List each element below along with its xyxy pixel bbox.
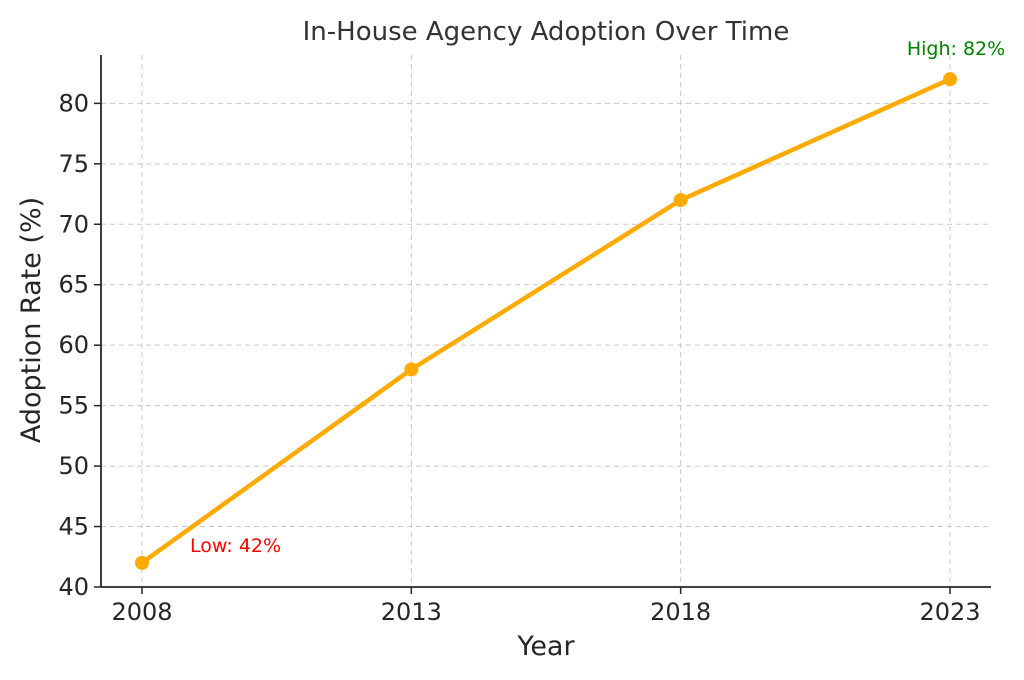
data-point — [673, 193, 688, 208]
annotation-label: Low: 42% — [190, 535, 281, 557]
series-line — [139, 76, 953, 566]
annotation-label: High: 82% — [907, 38, 1005, 60]
x-tick-label: 2018 — [650, 598, 711, 626]
x-axis-label: Year — [516, 631, 575, 662]
y-tick-label: 70 — [58, 210, 89, 238]
grid-lines — [101, 55, 991, 588]
data-point — [404, 362, 419, 377]
y-axis-label: Adoption Rate (%) — [16, 197, 47, 443]
annotations: Low: 42% High: 82% — [190, 38, 1005, 557]
y-tick-label: 55 — [58, 392, 89, 420]
axes — [100, 55, 991, 588]
y-tick-label: 75 — [58, 150, 89, 178]
y-tick-label: 65 — [58, 271, 89, 299]
x-tick-label: 2013 — [381, 598, 442, 626]
x-tick-label: 2023 — [919, 598, 980, 626]
chart-title: In-House Agency Adoption Over Time — [303, 17, 790, 47]
x-axis-ticks: 2008 2013 2018 2023 — [111, 587, 981, 626]
data-point — [135, 555, 149, 570]
y-axis-ticks: 40 45 50 55 60 65 70 75 80 — [58, 89, 101, 601]
series-group — [135, 72, 957, 570]
data-point — [943, 72, 957, 87]
y-tick-label: 45 — [58, 513, 89, 541]
y-tick-label: 60 — [58, 331, 89, 359]
y-tick-label: 80 — [58, 89, 89, 117]
y-tick-label: 50 — [58, 452, 89, 480]
x-tick-label: 2008 — [111, 598, 172, 626]
y-tick-label: 40 — [58, 573, 89, 601]
